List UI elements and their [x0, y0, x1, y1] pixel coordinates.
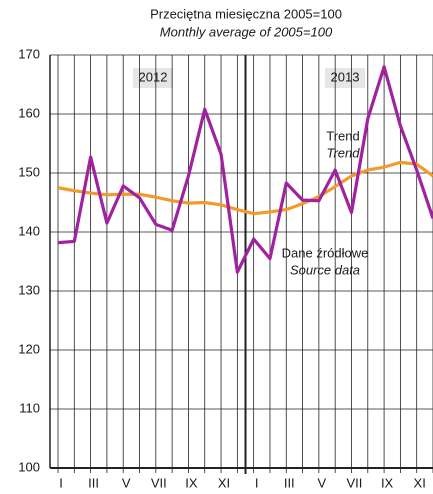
x-tick-label: V [122, 475, 131, 490]
x-tick-label: VII [347, 475, 363, 490]
x-tick-label: V [318, 475, 327, 490]
x-tick-label: IX [381, 475, 394, 490]
x-tick-label: III [88, 475, 99, 490]
y-tick-label: 130 [18, 282, 40, 297]
series-label-en: Trend [327, 145, 361, 160]
y-tick-label: 170 [18, 46, 40, 61]
x-tick-label: I [59, 475, 63, 490]
x-tick-label: VII [151, 475, 167, 490]
y-tick-label: 110 [19, 400, 40, 415]
year-label: 2012 [139, 69, 168, 84]
year-box [133, 68, 173, 88]
year-label: 2013 [331, 69, 360, 84]
x-tick-label: III [284, 475, 295, 490]
series-label-en: Source data [290, 262, 360, 277]
x-tick-label: XI [414, 475, 426, 490]
series-label: Dane źródłowe [282, 245, 369, 260]
y-tick-label: 160 [18, 105, 40, 120]
y-tick-label: 150 [18, 164, 40, 179]
chart-subtitle: Monthly average of 2005=100 [160, 24, 333, 39]
y-tick-label: 100 [18, 459, 40, 474]
x-tick-label: XI [218, 475, 230, 490]
chart-title: Przeciętna miesięczna 2005=100 [150, 6, 342, 21]
x-tick-label: I [255, 475, 259, 490]
y-tick-label: 140 [18, 223, 40, 238]
x-tick-label: IX [185, 475, 198, 490]
series-line [57, 65, 433, 274]
y-tick-label: 120 [18, 341, 40, 356]
series-label: Trend [326, 128, 359, 143]
